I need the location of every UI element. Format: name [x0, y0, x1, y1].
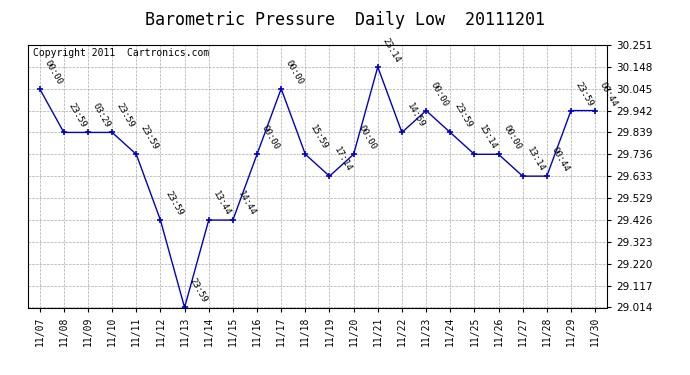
Text: 00:44: 00:44	[550, 146, 571, 173]
Text: Copyright 2011  Cartronics.com: Copyright 2011 Cartronics.com	[33, 48, 210, 58]
Text: 23:59: 23:59	[188, 277, 208, 305]
Text: 14:44: 14:44	[236, 189, 257, 217]
Text: 15:59: 15:59	[308, 124, 329, 152]
Text: 23:59: 23:59	[67, 102, 88, 130]
Text: 23:14: 23:14	[381, 36, 402, 64]
Text: 00:00: 00:00	[502, 124, 522, 152]
Text: 03:29: 03:29	[91, 102, 112, 130]
Text: 13:44: 13:44	[212, 189, 233, 217]
Text: 00:44: 00:44	[598, 80, 619, 108]
Text: 00:00: 00:00	[260, 124, 281, 152]
Text: 13:14: 13:14	[526, 146, 546, 173]
Text: 00:00: 00:00	[429, 80, 450, 108]
Text: 00:00: 00:00	[357, 124, 377, 152]
Text: 15:14: 15:14	[477, 124, 498, 152]
Text: Barometric Pressure  Daily Low  20111201: Barometric Pressure Daily Low 20111201	[145, 11, 545, 29]
Text: 00:00: 00:00	[284, 58, 305, 86]
Text: 23:59: 23:59	[574, 80, 595, 108]
Text: 17:14: 17:14	[333, 146, 353, 173]
Text: 23:59: 23:59	[139, 124, 160, 152]
Text: 23:59: 23:59	[115, 102, 136, 130]
Text: 23:59: 23:59	[453, 102, 474, 130]
Text: 00:00: 00:00	[43, 58, 63, 86]
Text: 23:59: 23:59	[164, 189, 184, 217]
Text: 14:59: 14:59	[405, 102, 426, 130]
